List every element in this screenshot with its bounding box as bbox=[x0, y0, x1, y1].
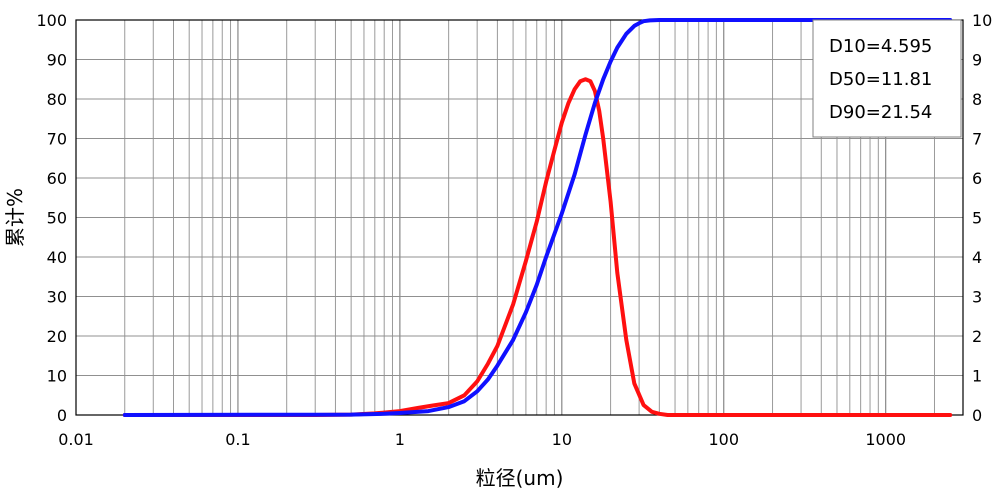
data-series bbox=[122, 18, 953, 417]
y-left-tick-label: 0 bbox=[57, 406, 67, 425]
annotation-d50: D50=11.81 bbox=[829, 69, 932, 90]
y-left-tick-label: 50 bbox=[47, 209, 67, 228]
y-left-tick-label: 30 bbox=[47, 288, 67, 307]
y-left-tick-label: 70 bbox=[47, 130, 67, 149]
y-left-tick-label: 20 bbox=[47, 327, 67, 346]
annotation-d10: D10=4.595 bbox=[829, 36, 932, 57]
y-left-tick-label: 100 bbox=[36, 11, 67, 30]
x-axis-title: 粒径(um) bbox=[476, 466, 564, 490]
y-left-tick-label: 40 bbox=[47, 248, 67, 267]
x-tick-label: 10 bbox=[552, 430, 572, 449]
y-left-axis-ticks: 0 10 20 30 40 50 60 70 80 90 100 bbox=[36, 11, 67, 425]
x-tick-label: 1 bbox=[395, 430, 405, 449]
frequency-distribution-line bbox=[122, 77, 953, 417]
y-right-tick-label: 1 bbox=[972, 367, 982, 386]
grid bbox=[75, 19, 964, 416]
y-left-tick-label: 60 bbox=[47, 169, 67, 188]
y-right-axis-ticks: 0 1 2 3 4 5 6 7 8 9 10 bbox=[972, 11, 992, 425]
y-right-tick-label: 0 bbox=[972, 406, 982, 425]
y-right-tick-label: 3 bbox=[972, 288, 982, 307]
legend-box: D10=4.595 D50=11.81 D90=21.54 bbox=[812, 19, 962, 138]
annotation-d90: D90=21.54 bbox=[829, 102, 932, 123]
y-right-tick-label: 7 bbox=[972, 130, 982, 149]
y-right-tick-label: 9 bbox=[972, 51, 982, 70]
x-tick-label: 0.1 bbox=[225, 430, 250, 449]
x-axis-ticks: 0.01 0.1 1 10 100 1000 bbox=[58, 430, 906, 449]
legend-background bbox=[812, 19, 962, 138]
y-axis-title: 累计% bbox=[3, 188, 27, 247]
y-left-tick-label: 10 bbox=[47, 367, 67, 386]
y-right-tick-label: 5 bbox=[972, 209, 982, 228]
y-right-tick-label: 2 bbox=[972, 327, 982, 346]
y-left-tick-label: 80 bbox=[47, 90, 67, 109]
x-tick-label: 1000 bbox=[865, 430, 906, 449]
cumulative-distribution-line bbox=[122, 18, 953, 417]
y-right-tick-label: 10 bbox=[972, 11, 992, 30]
y-right-tick-label: 6 bbox=[972, 169, 982, 188]
x-tick-label: 0.01 bbox=[58, 430, 94, 449]
y-right-tick-label: 8 bbox=[972, 90, 982, 109]
y-right-tick-label: 4 bbox=[972, 248, 982, 267]
x-tick-label: 100 bbox=[709, 430, 740, 449]
y-left-tick-label: 90 bbox=[47, 51, 67, 70]
plot-frame bbox=[75, 19, 964, 416]
